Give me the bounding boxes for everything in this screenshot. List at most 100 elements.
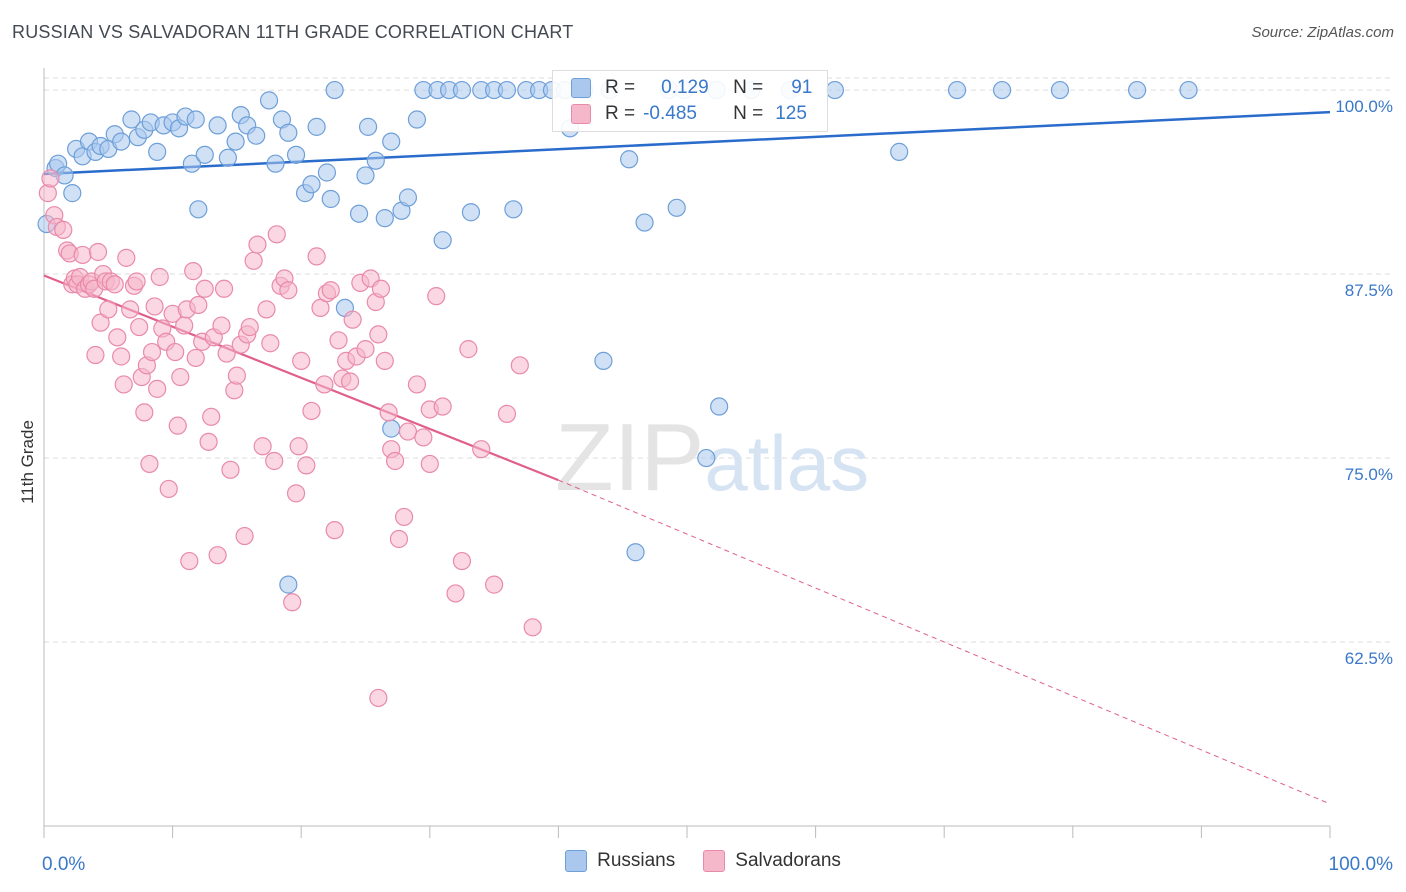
russian-point (825, 80, 844, 100)
salvadoran-point (86, 345, 105, 365)
salvadoran-point (523, 618, 542, 637)
salvadoran-point (148, 379, 167, 398)
russians-r-value: 0.129 (661, 77, 709, 98)
salvadoran-point (88, 242, 108, 262)
salvadoran-point (73, 245, 92, 265)
salvadoran-point (240, 317, 259, 337)
salvadoran-point (283, 593, 302, 612)
salvadoran-point (261, 334, 280, 353)
y-tick-label: 62.5% (1345, 649, 1393, 668)
salvadoran-point (307, 247, 326, 266)
russian-point (186, 110, 205, 129)
salvadorans-r-label: R = (605, 103, 636, 124)
salvadoran-point (199, 432, 218, 451)
russian-point (218, 148, 237, 167)
russian-point (594, 351, 613, 370)
salvadoran-point (497, 404, 517, 423)
salvadoran-point (121, 300, 140, 319)
legend-item-salvadorans[interactable]: Salvadorans (703, 850, 841, 872)
salvadoran-point (227, 366, 246, 385)
russian-point (1127, 80, 1147, 100)
salvadoran-point (54, 220, 73, 240)
salvadoran-point (114, 375, 133, 394)
salvadoran-point (127, 272, 146, 291)
salvadoran-point (414, 428, 433, 447)
russian-point (461, 203, 481, 222)
y-axis-label: 11th Grade (18, 420, 37, 504)
russian-point (63, 184, 82, 203)
salvadoran-point (117, 248, 136, 267)
salvadoran-point (279, 281, 298, 300)
salvadoran-point (212, 316, 231, 335)
data-points (37, 80, 1198, 708)
russian-point (349, 204, 369, 223)
russian-point (620, 150, 639, 169)
y-tick-label: 100.0% (1335, 97, 1393, 116)
russian-point (697, 448, 716, 468)
salvadoran-point (171, 367, 190, 387)
russian-point (279, 123, 298, 142)
russian-point (208, 116, 227, 135)
salvadoran-point (485, 575, 504, 594)
russian-point (247, 126, 266, 145)
salvadoran-point (286, 484, 306, 503)
salvadoran-point (446, 584, 465, 603)
watermark: ZIPatlas (555, 404, 869, 511)
source-label: Source: ZipAtlas.com (1251, 24, 1394, 41)
russian-point (321, 189, 340, 209)
salvadorans-legend-label: Salvadorans (735, 850, 841, 871)
salvadoran-point (375, 351, 394, 370)
y-tick-label: 87.5% (1345, 281, 1393, 300)
russians-legend-swatch (565, 850, 588, 872)
legend-item-russians[interactable]: Russians (565, 850, 675, 872)
salvadoran-point (257, 300, 276, 319)
salvadoran-point (175, 316, 194, 335)
salvadoran-point (112, 347, 131, 366)
salvadoran-point (427, 287, 446, 306)
russians-swatch (571, 78, 591, 98)
salvadoran-point (159, 479, 178, 499)
salvadoran-point (329, 331, 348, 350)
russian-point (112, 132, 131, 151)
salvadoran-point (248, 235, 267, 254)
chart-title: RUSSIAN VS SALVADORAN 11TH GRADE CORRELA… (12, 22, 574, 42)
russian-point (286, 145, 306, 164)
salvadoran-point (38, 184, 57, 203)
russians-trend-line (43, 110, 1331, 176)
salvadoran-point (340, 372, 360, 391)
salvadoran-point (420, 454, 439, 474)
salvadorans-legend-swatch (703, 850, 726, 872)
russian-point (504, 200, 523, 219)
salvadoran-point (407, 375, 427, 394)
salvadoran-point (297, 456, 316, 475)
russian-point (122, 110, 141, 129)
salvadoran-point (221, 460, 240, 479)
salvadoran-point (321, 281, 340, 300)
legend-row-salvadorans: R = -0.485 N = 125 (571, 101, 807, 127)
russian-point (626, 543, 645, 562)
salvadorans-swatch (571, 104, 591, 124)
russian-point (195, 145, 214, 164)
salvadoran-point (459, 340, 478, 359)
series-legend: Russians Salvadorans (0, 850, 1406, 872)
salvadoran-point (267, 225, 286, 244)
russian-point (266, 154, 285, 173)
salvadoran-point (244, 251, 263, 270)
russians-n-label: N = (733, 77, 764, 98)
salvadoran-point (302, 401, 321, 421)
salvadoran-point (379, 403, 398, 422)
salvadoran-point (398, 422, 418, 441)
axes: 62.5% 75.0% 87.5% 100.0% 0.0% 100.0% (42, 68, 1393, 875)
russian-point (259, 91, 279, 110)
salvadoran-point (452, 551, 472, 571)
salvadoran-point (142, 342, 162, 362)
salvadoran-point (99, 300, 118, 319)
salvadoran-point (166, 342, 185, 362)
russian-point (307, 117, 326, 136)
russian-point (325, 80, 344, 100)
salvadorans-n-label: N = (733, 103, 764, 124)
russian-point (992, 80, 1012, 100)
salvadoran-point (140, 454, 159, 474)
salvadoran-point (369, 325, 388, 344)
